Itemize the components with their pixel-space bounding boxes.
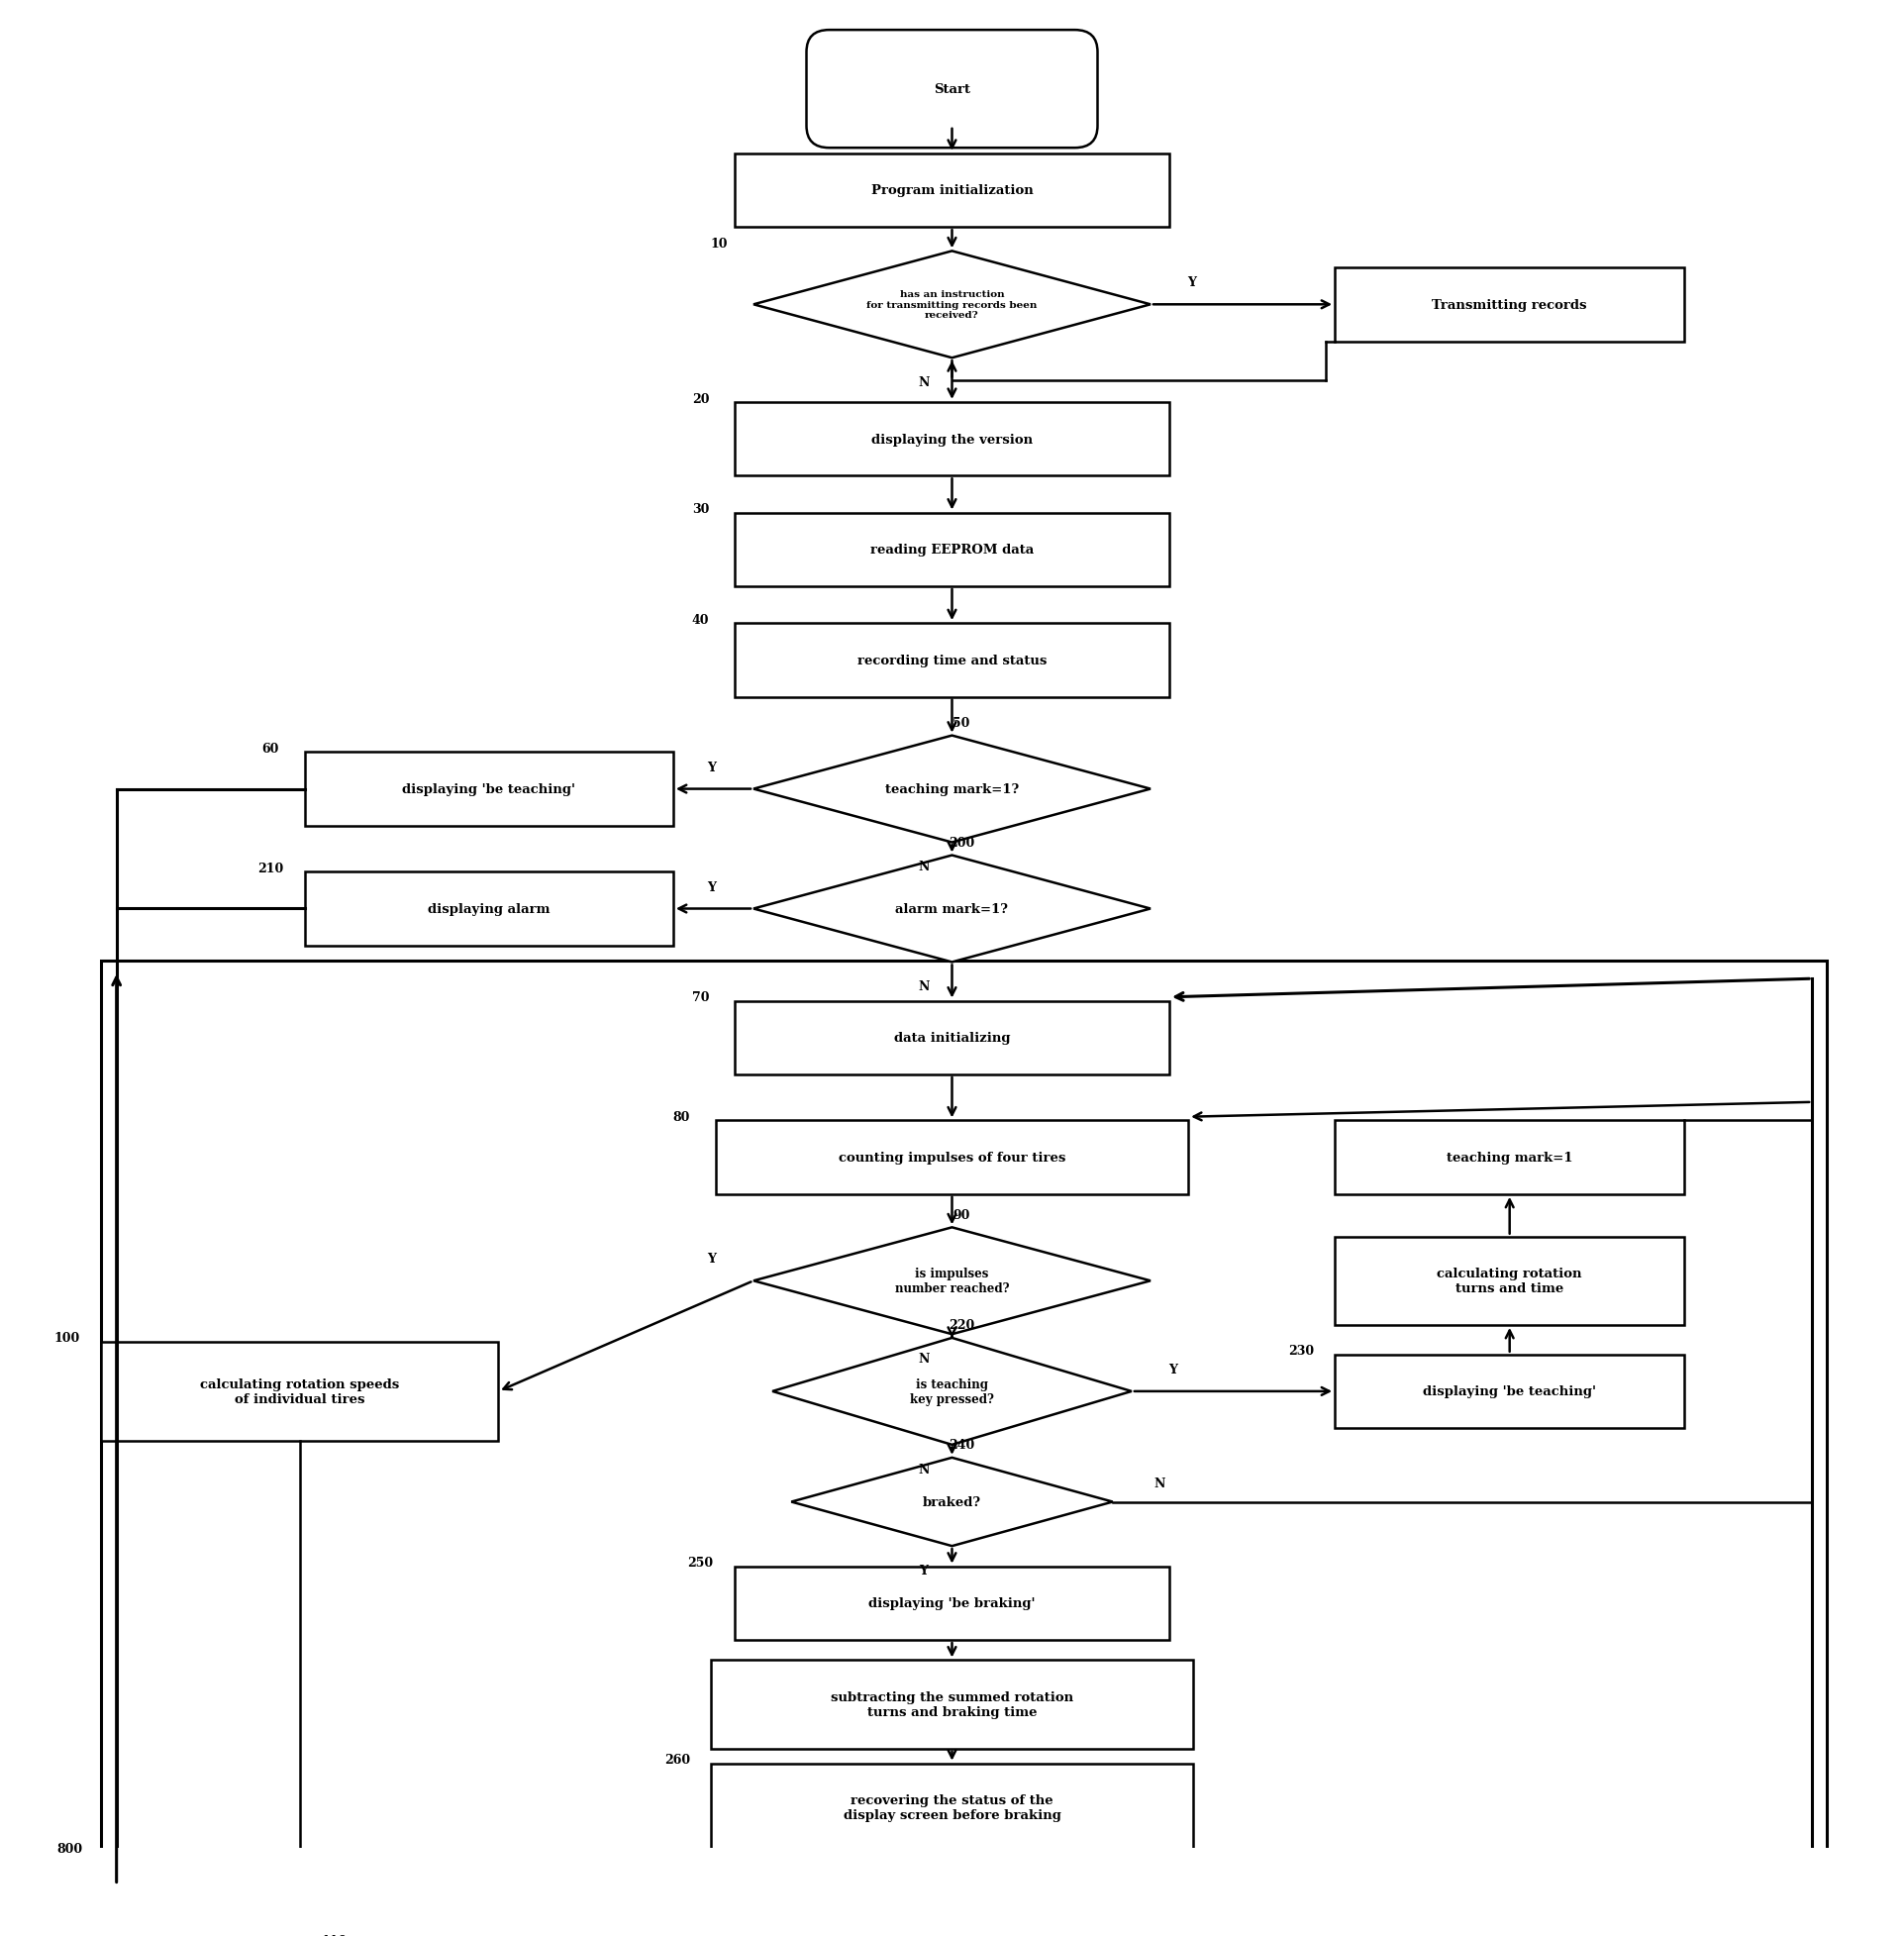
Text: is impulses
number reached?: is impulses number reached? <box>895 1268 1009 1295</box>
Text: 200: 200 <box>948 836 975 850</box>
Bar <box>735 1001 1169 1074</box>
Bar <box>101 1342 499 1440</box>
Text: 100: 100 <box>55 1332 80 1346</box>
Text: 250: 250 <box>687 1557 714 1570</box>
Text: N: N <box>918 376 929 389</box>
Bar <box>1335 1237 1685 1326</box>
Text: reading EEPROM data: reading EEPROM data <box>870 544 1034 556</box>
Text: N: N <box>918 1462 929 1475</box>
Text: 50: 50 <box>952 716 969 730</box>
Bar <box>305 873 674 947</box>
Bar <box>735 1566 1169 1640</box>
Bar <box>735 513 1169 587</box>
Text: 70: 70 <box>691 991 710 1005</box>
Text: 60: 60 <box>263 743 280 755</box>
Text: 230: 230 <box>1287 1346 1314 1357</box>
Text: 800: 800 <box>57 1841 82 1855</box>
Text: counting impulses of four tires: counting impulses of four tires <box>838 1152 1066 1164</box>
Text: N: N <box>918 980 929 993</box>
Text: displaying 'be teaching': displaying 'be teaching' <box>402 782 575 796</box>
Polygon shape <box>754 1227 1150 1334</box>
Bar <box>1335 269 1685 343</box>
Text: recovering the status of the
display screen before braking: recovering the status of the display scr… <box>843 1795 1061 1822</box>
Text: displaying 'be teaching': displaying 'be teaching' <box>1422 1384 1596 1398</box>
Polygon shape <box>754 252 1150 358</box>
Text: teaching mark=1: teaching mark=1 <box>1447 1152 1573 1164</box>
Text: subtracting the summed rotation
turns and braking time: subtracting the summed rotation turns an… <box>830 1690 1074 1719</box>
Bar <box>716 1121 1188 1195</box>
Text: calculating rotation
turns and time: calculating rotation turns and time <box>1438 1268 1582 1295</box>
Text: Program initialization: Program initialization <box>870 184 1034 197</box>
Text: Y: Y <box>1188 277 1196 290</box>
Polygon shape <box>792 1458 1112 1547</box>
Polygon shape <box>773 1338 1131 1444</box>
Bar <box>1335 1121 1685 1195</box>
Text: 30: 30 <box>691 503 708 517</box>
Bar <box>305 753 674 827</box>
Polygon shape <box>754 736 1150 842</box>
Text: teaching mark=1?: teaching mark=1? <box>885 782 1019 796</box>
Text: 110: 110 <box>322 1934 347 1936</box>
FancyBboxPatch shape <box>807 31 1097 149</box>
Bar <box>735 623 1169 697</box>
Text: calculating rotation speeds
of individual tires: calculating rotation speeds of individua… <box>200 1378 400 1406</box>
Text: Transmitting records: Transmitting records <box>1432 298 1588 312</box>
Text: Y: Y <box>708 881 716 892</box>
Text: alarm mark=1?: alarm mark=1? <box>895 902 1009 916</box>
Bar <box>735 403 1169 476</box>
Text: has an instruction
for transmitting records been
received?: has an instruction for transmitting reco… <box>866 290 1038 319</box>
Bar <box>101 960 1828 1874</box>
Text: Y: Y <box>708 1253 716 1266</box>
Text: 260: 260 <box>664 1754 689 1766</box>
Bar <box>735 155 1169 228</box>
Text: 10: 10 <box>710 238 727 252</box>
Bar <box>710 1764 1194 1853</box>
Bar <box>710 1661 1194 1748</box>
Text: data initializing: data initializing <box>893 1032 1011 1044</box>
Text: recording time and status: recording time and status <box>857 654 1047 668</box>
Text: displaying the version: displaying the version <box>872 434 1032 445</box>
Text: displaying alarm: displaying alarm <box>428 902 550 916</box>
Text: Y: Y <box>1169 1363 1177 1376</box>
Text: 240: 240 <box>948 1438 975 1452</box>
Text: 220: 220 <box>948 1318 975 1332</box>
Text: Y: Y <box>920 1564 927 1576</box>
Text: displaying 'be braking': displaying 'be braking' <box>868 1597 1036 1609</box>
Text: is teaching
key pressed?: is teaching key pressed? <box>910 1378 994 1406</box>
Text: braked?: braked? <box>923 1497 981 1508</box>
Text: N: N <box>1154 1477 1165 1491</box>
Text: 90: 90 <box>952 1208 969 1222</box>
Bar <box>1335 1355 1685 1429</box>
Text: Y: Y <box>708 761 716 774</box>
Text: 40: 40 <box>691 614 710 627</box>
Text: N: N <box>918 1351 929 1365</box>
Text: Start: Start <box>933 83 971 97</box>
Text: N: N <box>918 860 929 873</box>
Text: 20: 20 <box>691 393 710 405</box>
Polygon shape <box>754 856 1150 962</box>
Text: 80: 80 <box>674 1111 691 1123</box>
Text: 210: 210 <box>257 862 284 875</box>
